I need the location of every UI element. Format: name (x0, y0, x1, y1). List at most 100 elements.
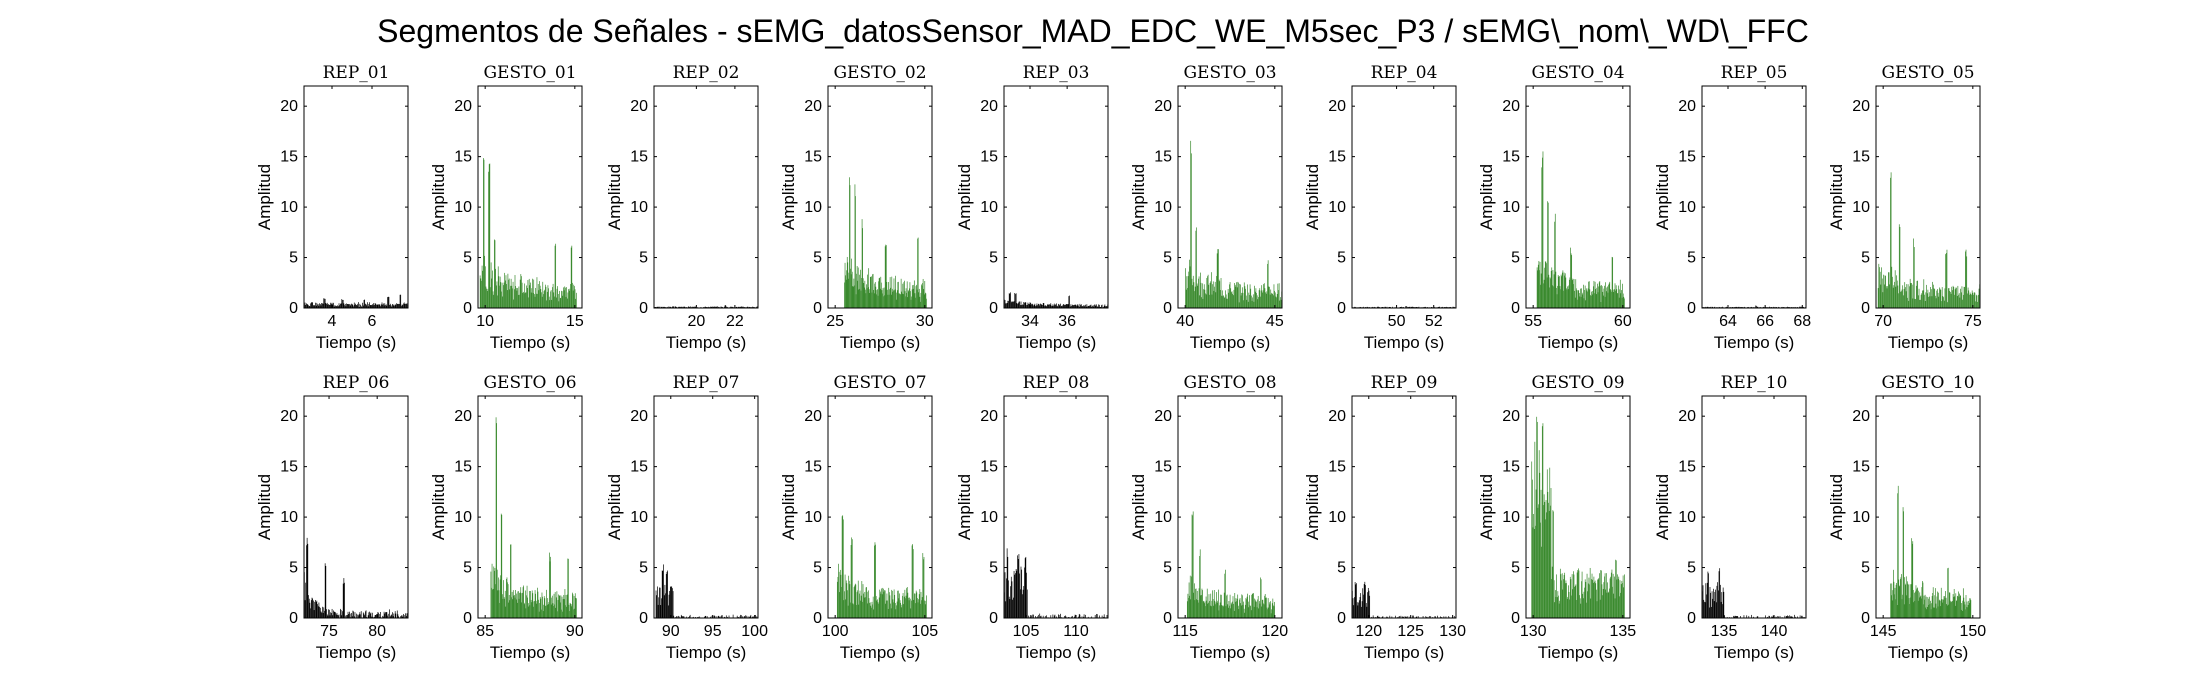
signal-bar (673, 306, 675, 308)
signal-bar (1556, 287, 1557, 308)
signal-bar (1268, 286, 1270, 308)
y-tick-label: 20 (1502, 408, 1520, 425)
subplot-title: REP_03 (1023, 63, 1090, 83)
signal-bar (862, 584, 864, 618)
signal-bar (894, 602, 896, 618)
signal-bar (1722, 604, 1723, 618)
signal-bar (545, 286, 547, 308)
signal-bar (1929, 603, 1931, 618)
signal-bar (1773, 306, 1775, 308)
signal-bar (1603, 582, 1605, 618)
signal-bar (342, 299, 343, 308)
signal-bar (860, 269, 861, 308)
signal-bar (1939, 288, 1941, 308)
signal-bar (683, 306, 684, 308)
signal-bar (1601, 286, 1603, 308)
y-tick-label: 15 (1678, 149, 1696, 166)
signal-bar (1954, 294, 1955, 308)
signal-bar (1068, 296, 1070, 308)
signal-bar (1188, 597, 1189, 618)
signal-bar (1970, 600, 1972, 618)
signal-bar (1222, 606, 1223, 618)
signal-bar (1262, 290, 1264, 308)
signal-bar (561, 290, 562, 308)
y-tick-label: 10 (1678, 509, 1696, 526)
signal-bar (711, 306, 713, 308)
signal-bar (862, 601, 863, 618)
signal-bar (1261, 292, 1263, 308)
signal-bar (918, 288, 920, 308)
signal-bar (1967, 604, 1969, 618)
signal-bar (564, 286, 566, 308)
signal-bar (1103, 305, 1105, 308)
signal-bar (1553, 286, 1554, 308)
y-tick-label: 10 (454, 509, 472, 526)
signal-bar (1539, 270, 1540, 308)
signal-bar (1965, 609, 1966, 618)
signal-bar (1406, 616, 1407, 618)
signal-bar (884, 295, 885, 308)
signal-bar (1594, 580, 1596, 618)
signal-bar (1215, 602, 1217, 618)
signal-bar (405, 613, 406, 618)
subplot-title: GESTO_09 (1531, 373, 1624, 393)
x-tick-label: 6 (368, 313, 377, 330)
signal-bar (1410, 306, 1412, 308)
signal-bar (1601, 584, 1603, 618)
signal-bar (1446, 306, 1447, 308)
signal-bar (1243, 282, 1245, 308)
signal-bar (1262, 599, 1264, 618)
signal-bar (1015, 569, 1017, 618)
signal-bar (669, 306, 671, 308)
signal-bar (877, 295, 879, 308)
signal-bar (1251, 300, 1253, 308)
signal-bar (519, 279, 521, 308)
signal-bar (1050, 615, 1052, 618)
signal-bar (1894, 594, 1895, 618)
signal-bar (721, 306, 722, 308)
signal-bar (1209, 605, 1211, 618)
signal-bar (393, 613, 395, 618)
signal-bar (1541, 426, 1543, 618)
signal-bars (1004, 548, 1109, 618)
signal-bar (1559, 568, 1561, 618)
signal-bar (885, 245, 887, 308)
signal-bar (1272, 295, 1274, 308)
y-tick-label: 0 (1687, 610, 1696, 627)
signal-bar (663, 564, 664, 618)
signal-bar (340, 608, 341, 618)
signal-bar (900, 278, 902, 308)
signal-bar (915, 603, 916, 618)
plot-frame (653, 395, 759, 619)
signal-bar (399, 294, 401, 308)
signal-bar (1267, 263, 1268, 308)
signal-bar (1200, 272, 1201, 308)
signal-bar (838, 563, 839, 618)
x-tick-label: 64 (1719, 313, 1737, 330)
signal-bar (1060, 303, 1061, 308)
signal-bar (881, 290, 883, 308)
x-tick-label: 130 (1439, 623, 1466, 640)
signal-bar (869, 292, 871, 308)
signal-bar (1071, 305, 1072, 308)
signal-bar (1917, 600, 1919, 618)
signal-bar (665, 573, 667, 618)
signal-bar (1926, 609, 1928, 618)
signal-bar (1587, 291, 1588, 308)
signal-bar (867, 603, 869, 618)
signal-bar (1966, 601, 1968, 618)
signal-bar (1103, 616, 1104, 618)
signal-bar (1054, 305, 1056, 308)
signal-bar (332, 615, 334, 618)
signal-bar (490, 287, 491, 308)
signal-bar (1554, 213, 1556, 308)
signal-bar (1094, 304, 1095, 308)
x-tick-label: 22 (726, 313, 744, 330)
signal-bar (393, 305, 395, 308)
signal-bar (492, 589, 493, 618)
signal-bar (1256, 607, 1258, 618)
signal-bar (672, 588, 673, 618)
signal-bar (1966, 607, 1967, 618)
